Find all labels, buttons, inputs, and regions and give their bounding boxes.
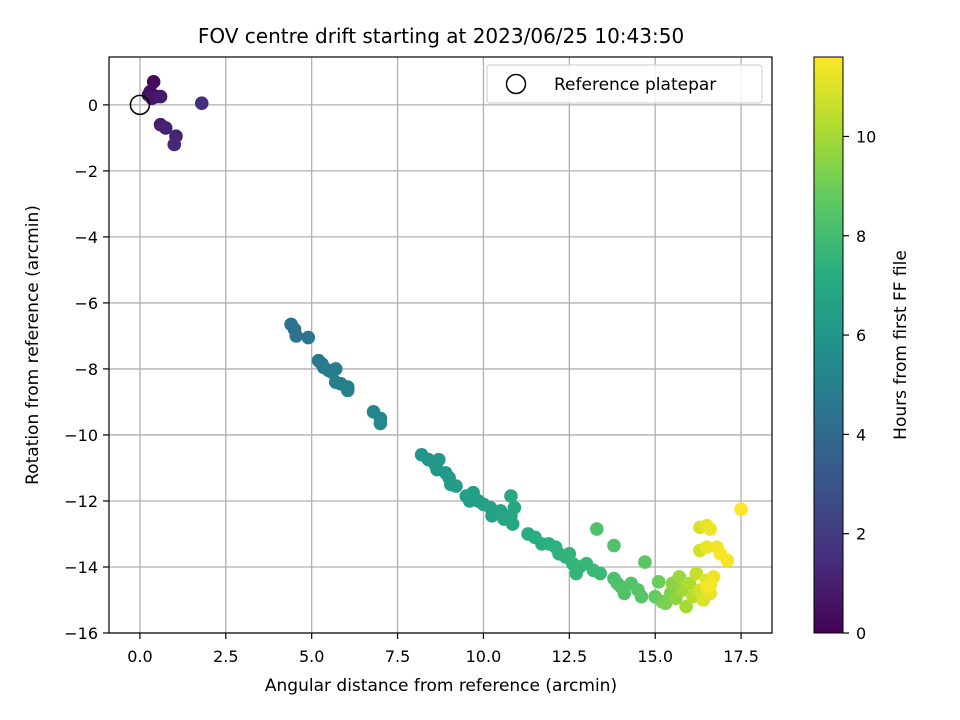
data-point-72 <box>634 589 649 604</box>
y-tick-label: −16 <box>64 624 98 643</box>
data-point-81 <box>672 570 687 584</box>
legend: Reference platepar <box>486 64 763 104</box>
x-tick-label: 15.0 <box>637 647 673 666</box>
colorbar-tick-label: 8 <box>856 227 866 246</box>
data-point-69 <box>617 586 632 601</box>
y-axis-label: Rotation from reference (arcmin) <box>23 205 43 485</box>
colorbar-tick-label: 6 <box>856 326 866 345</box>
data-point-84 <box>682 576 697 591</box>
data-point-24 <box>340 383 355 398</box>
y-tick-label: 0 <box>88 96 98 115</box>
data-point-47 <box>505 517 520 531</box>
data-point-75 <box>651 575 666 589</box>
x-axis-label: Angular distance from reference (arcmin) <box>265 676 617 696</box>
data-point-14 <box>301 330 316 345</box>
grid <box>109 57 772 634</box>
colorbar-tick-label: 4 <box>856 425 866 444</box>
data-point-86 <box>689 566 704 581</box>
data-point-96 <box>703 522 717 536</box>
colorbar-tick-label: 2 <box>856 525 866 544</box>
data-point-20 <box>328 362 343 376</box>
data-point-102 <box>734 502 748 517</box>
colorbar-gradient <box>814 57 843 633</box>
colorbar-frame <box>813 56 844 634</box>
data-point-63 <box>593 566 608 581</box>
x-tick-label: 2.5 <box>213 647 238 666</box>
data-point-5 <box>153 89 168 104</box>
data-point-73 <box>638 555 652 569</box>
y-tick-label: −4 <box>74 228 98 247</box>
colorbar: 0 2 4 6 8 10 Hours from first FF file <box>813 56 911 643</box>
data-point-27 <box>373 416 388 431</box>
y-tick-label: −10 <box>64 426 98 445</box>
data-point-36 <box>449 479 463 493</box>
x-tick-label: 0.0 <box>127 647 152 666</box>
data-point-101 <box>720 553 735 568</box>
y-tick-label: −6 <box>74 294 98 313</box>
data-point-49 <box>504 489 518 503</box>
y-axis-ticks: 0 −2 −4 −6 −8 −10 −12 −14 −16 <box>64 96 109 643</box>
legend-entry-reference-platepar: Reference platepar <box>554 75 716 95</box>
data-point-13 <box>289 329 304 343</box>
plot-frame <box>108 56 773 634</box>
colorbar-label: Hours from first FF file <box>891 250 911 440</box>
data-point-60 <box>569 566 583 581</box>
colorbar-tick-label: 10 <box>856 127 876 146</box>
y-tick-label: −14 <box>64 558 98 577</box>
y-tick-label: −12 <box>64 492 98 511</box>
chart-title: FOV centre drift starting at 2023/06/25 … <box>198 24 684 48</box>
x-tick-label: 12.5 <box>552 647 588 666</box>
data-point-7 <box>158 121 173 135</box>
data-points <box>141 74 748 614</box>
data-point-83 <box>679 599 693 614</box>
data-point-65 <box>607 538 621 553</box>
colorbar-tick-label: 0 <box>856 624 866 643</box>
x-axis-ticks: 0.0 2.5 5.0 7.5 10.0 12.5 15.0 17.5 <box>127 633 759 666</box>
x-tick-label: 17.5 <box>723 647 759 666</box>
data-point-98 <box>699 540 714 554</box>
x-tick-label: 7.5 <box>385 647 410 666</box>
x-tick-label: 5.0 <box>299 647 324 666</box>
data-point-10 <box>194 96 209 111</box>
data-point-9 <box>167 137 182 152</box>
data-point-93 <box>703 578 717 592</box>
reference-marker <box>129 94 151 116</box>
y-tick-label: −8 <box>74 360 98 379</box>
x-tick-label: 10.0 <box>466 647 502 666</box>
reference-platepar-point <box>129 94 151 116</box>
data-point-48 <box>507 500 522 515</box>
legend-box <box>486 64 763 104</box>
y-tick-label: −2 <box>74 162 98 181</box>
colorbar-ticks: 0 2 4 6 8 10 <box>843 127 876 643</box>
legend-reference-marker <box>505 73 527 95</box>
data-point-64 <box>590 522 604 536</box>
